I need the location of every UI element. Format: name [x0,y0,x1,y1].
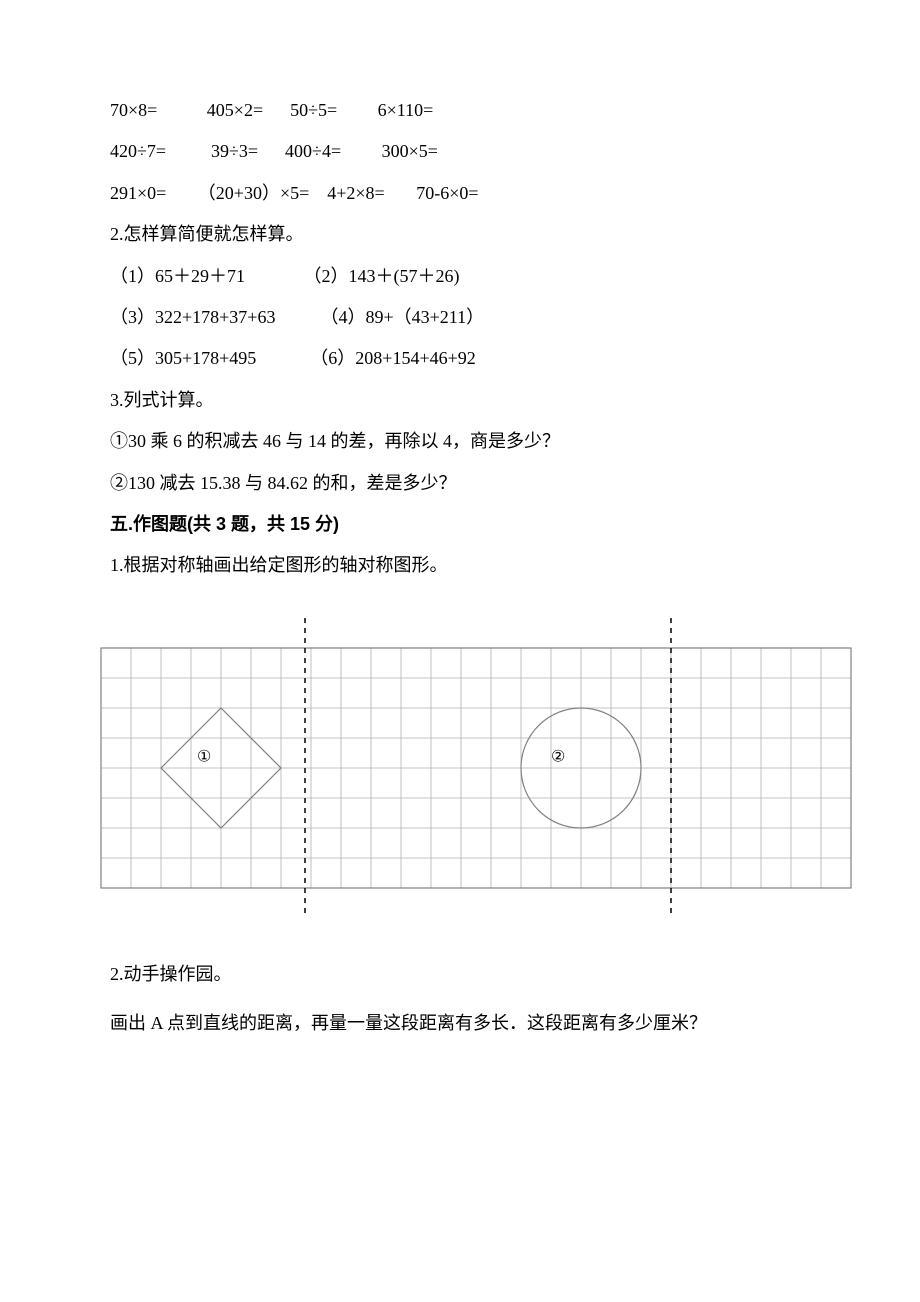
q3-title: 3.列式计算。 [110,380,810,421]
section5-title: 五.作图题(共 3 题，共 15 分) [110,504,810,545]
arith-row-3: 291×0= （20+30）×5= 4+2×8= 70-6×0= [110,173,810,214]
section5-q2-desc: 画出 A 点到直线的距离，再量一量这段距离有多长．这段距离有多少厘米？ [110,1003,810,1044]
q3-p2: ②130 减去 15.38 与 84.62 的和，差是多少？ [110,463,810,504]
q2-p1: （1）65＋29＋71 （2）143＋(57＋26) [110,256,810,297]
q3-p1: ①30 乘 6 的积减去 46 与 14 的差，再除以 4，商是多少？ [110,421,810,462]
section5-q2: 2.动手操作园。 [110,954,810,995]
symmetry-svg: ①② [100,617,852,919]
section5-q1: 1.根据对称轴画出给定图形的轴对称图形。 [110,545,810,586]
arith-row-1: 70×8= 405×2= 50÷5= 6×110= [110,90,810,131]
q2-p3: （5）305+178+495 （6）208+154+46+92 [110,338,810,379]
symmetry-figure: ①② [100,617,810,924]
svg-text:①: ① [197,748,211,765]
arith-row-2: 420÷7= 39÷3= 400÷4= 300×5= [110,131,810,172]
q2-title: 2.怎样算简便就怎样算。 [110,214,810,255]
svg-text:②: ② [551,748,565,765]
q2-p2: （3）322+178+37+63 （4）89+（43+211） [110,297,810,338]
page: 70×8= 405×2= 50÷5= 6×110= 420÷7= 39÷3= 4… [0,0,920,1104]
